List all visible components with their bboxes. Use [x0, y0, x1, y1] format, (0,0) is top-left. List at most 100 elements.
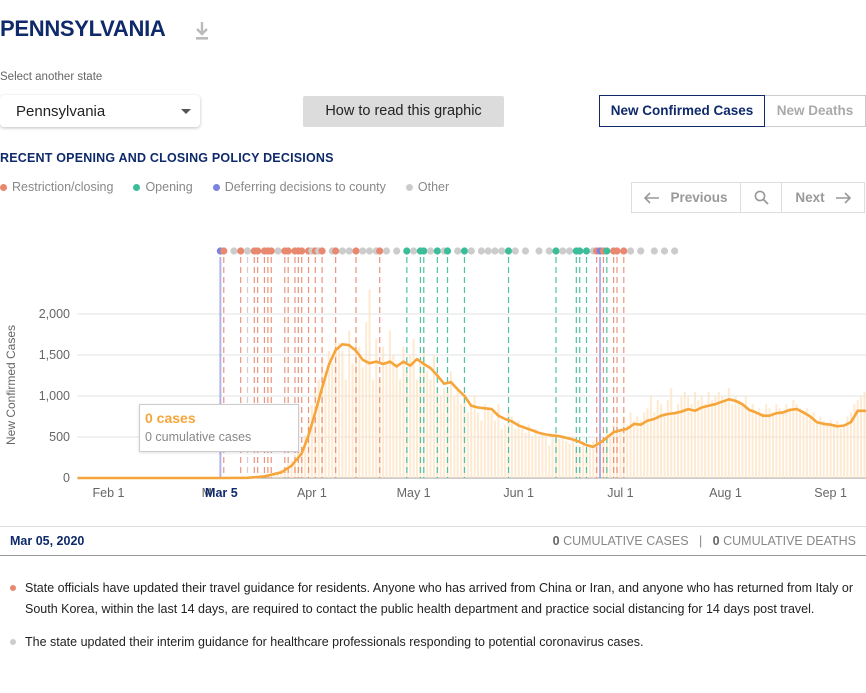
how-to-read-button[interactable]: How to read this graphic — [303, 96, 504, 127]
daily-bar — [558, 439, 560, 478]
policy-event-dot — [332, 247, 339, 254]
policy-event-dot — [651, 247, 658, 254]
y-tick-label: 0 — [63, 471, 70, 485]
daily-bar — [362, 367, 364, 478]
daily-bar — [518, 421, 520, 478]
cases-chart[interactable]: 0 500 1,000 1,500 2,000 New Confirmed Cases Fe… — [0, 235, 866, 510]
policy-note-text: The state updated their interim guidance… — [25, 635, 643, 649]
policy-event-dot — [546, 247, 553, 254]
policy-section-title: RECENT OPENING AND CLOSING POLICY DECISI… — [0, 151, 334, 165]
daily-bar — [802, 412, 804, 478]
daily-bar — [369, 289, 371, 478]
policy-event-dot — [420, 247, 427, 254]
daily-bar — [531, 437, 533, 478]
daily-bar — [640, 421, 642, 478]
selected-date-bar: Mar 05, 2020 0 CUMULATIVE CASES | 0 CUMU… — [0, 526, 866, 556]
policy-event-dot — [566, 247, 573, 254]
next-label: Next — [795, 190, 824, 205]
policy-event-dot — [498, 247, 505, 254]
y-tick-label: 1,000 — [39, 389, 70, 403]
daily-bar — [569, 444, 571, 478]
x-tick-label: Apr 1 — [297, 486, 327, 500]
daily-bar — [474, 396, 476, 478]
daily-bar — [385, 363, 387, 478]
x-tick-label: Feb 1 — [93, 486, 125, 500]
x-tick-label: Jul 1 — [607, 486, 633, 500]
daily-bar — [847, 417, 849, 479]
legend-dot-opening — [133, 184, 140, 191]
arrow-right-icon — [835, 192, 851, 204]
daily-bar — [758, 408, 760, 478]
daily-bar — [782, 412, 784, 478]
policy-event-dot — [620, 247, 627, 254]
daily-bar — [552, 437, 554, 478]
policy-event-dot — [244, 247, 251, 254]
daily-bar — [389, 330, 391, 478]
daily-bar — [524, 433, 526, 478]
new-deaths-toggle[interactable]: New Deaths — [765, 95, 866, 127]
policy-event-dot — [485, 247, 492, 254]
policy-event-dot — [318, 247, 325, 254]
daily-bar — [860, 396, 862, 478]
daily-bar — [457, 388, 459, 478]
daily-bar — [324, 371, 326, 478]
daily-bar — [535, 429, 537, 478]
daily-bar — [450, 371, 452, 478]
y-axis-label: New Confirmed Cases — [4, 325, 18, 445]
daily-bar — [738, 400, 740, 478]
daily-bar — [697, 400, 699, 478]
daily-bar — [609, 433, 611, 478]
policy-event-dot — [220, 247, 227, 254]
policy-event-dot — [637, 247, 644, 254]
search-button[interactable] — [741, 183, 782, 212]
daily-bar — [630, 412, 632, 478]
policy-event-dot — [352, 247, 359, 254]
daily-bar — [541, 433, 543, 478]
daily-bar — [813, 412, 815, 478]
daily-bar — [775, 404, 777, 478]
policy-event-dot — [346, 247, 353, 254]
legend-label: Opening — [145, 180, 192, 194]
daily-bar — [741, 404, 743, 478]
daily-bar — [779, 408, 781, 478]
policy-event-dot — [237, 247, 244, 254]
search-icon — [754, 190, 769, 205]
daily-bar — [809, 417, 811, 479]
daily-bar — [402, 347, 404, 478]
y-tick-label: 1,500 — [39, 348, 70, 362]
daily-bar — [769, 408, 771, 478]
previous-label: Previous — [670, 190, 727, 205]
x-tick-label: Aug 1 — [709, 486, 742, 500]
daily-bar — [806, 408, 808, 478]
new-cases-toggle[interactable]: New Confirmed Cases — [599, 95, 765, 127]
policy-event-dot — [383, 247, 390, 254]
download-icon[interactable] — [193, 20, 211, 42]
next-button[interactable]: Next — [782, 183, 864, 212]
daily-bar — [521, 429, 523, 478]
daily-bar — [416, 380, 418, 478]
state-select[interactable]: Pennsylvania — [0, 95, 200, 127]
daily-bar — [586, 449, 588, 478]
y-tick-label: 2,000 — [39, 307, 70, 321]
daily-bar — [789, 408, 791, 478]
daily-bar — [816, 421, 818, 478]
daily-bar — [572, 437, 574, 478]
policy-legend: Restriction/closing Opening Deferring de… — [0, 180, 469, 194]
daily-bar — [375, 339, 377, 478]
daily-bar — [511, 417, 513, 479]
policy-event-dot — [671, 247, 678, 254]
previous-button[interactable]: Previous — [632, 183, 741, 212]
daily-bar — [477, 412, 479, 478]
daily-bar — [430, 380, 432, 478]
daily-bar — [352, 363, 354, 478]
policy-event-dot — [461, 247, 468, 254]
daily-bar — [399, 380, 401, 478]
daily-bar — [653, 412, 655, 478]
legend-item-other: Other — [406, 180, 449, 194]
daily-bar — [647, 408, 649, 478]
daily-bar — [833, 425, 835, 478]
policy-note-restriction: State officials have updated their trave… — [10, 578, 860, 620]
policy-event-dot — [274, 247, 281, 254]
page-title: PENNSYLVANIA — [0, 16, 166, 42]
policy-event-dot — [403, 247, 410, 254]
